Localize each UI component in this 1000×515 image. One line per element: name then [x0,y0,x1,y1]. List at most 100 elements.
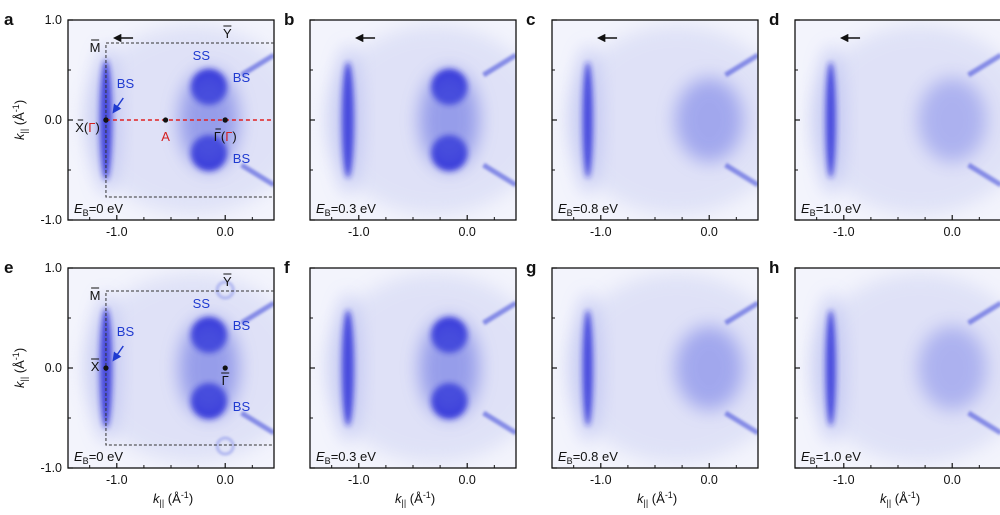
label-x: X(Γ) [75,120,100,135]
bulk-state-halo [419,70,480,170]
y-tick-label: 1.0 [45,261,62,275]
streak-lower [482,162,516,188]
binding-energy-label: EB=1.0 eV [801,201,861,218]
binding-energy-label: EB=0 eV [74,449,123,466]
y-tick-label: -1.0 [40,213,62,227]
y-axis-label: k|| (Å-1) [11,348,29,388]
panel-c: -1.0 0.0 c EB=0.8 eV [526,10,759,239]
label-bs-lower: BS [233,399,251,414]
streak-upper [482,300,516,326]
intensity-map [310,20,516,220]
panel-f: -1.0 0.0 f EB=0.3 eV k|| (Å-1) [284,258,517,508]
label-a: A [161,129,170,144]
edge-band-halo [816,45,845,195]
x-tick-label: -1.0 [106,225,128,239]
y-tick-label: 0.0 [45,361,62,375]
point-a [162,117,169,123]
intensity-map [310,268,516,468]
intensity-map [552,268,758,468]
panel-e: -1.0 0.0 1.0 0.0 -1.0 e EB=0 eV k|| (Å-1) k|| (Å… [4,258,275,508]
binding-energy-label: EB=0.8 eV [558,449,618,466]
binding-energy-label: EB=0 eV [74,201,123,218]
streak-lower [967,410,1000,436]
label-m-bar: M [90,40,101,55]
point-gamma [222,365,228,371]
background-haze [82,273,274,463]
bulk-state-halo [178,318,239,418]
streak-lower [240,162,274,188]
streak-lower [240,410,274,436]
streak-upper [240,52,274,78]
y-tick-label: 0.0 [45,113,62,127]
background-haze [566,273,758,463]
x-tick-label: -1.0 [833,473,855,487]
y-axis-label: k|| (Å-1) [11,100,29,140]
x-tick-label: 0.0 [459,225,476,239]
x-tick-label: -1.0 [590,225,612,239]
panel-label: h [769,258,779,277]
intensity-map [795,268,1000,468]
label-ss: SS [193,48,211,63]
y-pocket-upper [215,280,235,300]
x-axis-label: k|| (Å-1) [153,490,193,508]
bulk-state-halo [419,318,480,418]
label-gamma: Γ(Γ) [214,129,237,144]
label-bs-upper: BS [233,70,251,85]
x-axis-label: k|| (Å-1) [395,490,435,508]
x-tick-label: 0.0 [944,473,961,487]
label-y-bar: Y [223,26,232,41]
bs-left-arrow [112,97,124,114]
panel-label: f [284,258,290,277]
label-gamma: Γ [222,373,229,388]
y-tick-label: 1.0 [45,13,62,27]
streak-lower [724,410,758,436]
label-x: X [91,359,100,374]
x-tick-label: 0.0 [944,225,961,239]
panel-h: -1.0 0.0 h EB=1.0 eV k|| (Å-1) [769,258,1000,508]
x-tick-label: 0.0 [217,473,234,487]
binding-energy-label: EB=1.0 eV [801,449,861,466]
label-bs-upper: BS [233,318,251,333]
binding-energy-label: EB=0.3 eV [316,449,376,466]
background-haze [809,273,1000,463]
panels-layer: -1.0 0.0 1.0 0.0 -1.0 a EB=0 eV k|| (Å-1) M Y SS BS… [4,10,1000,508]
intensity-map [68,268,274,468]
streak-upper [724,52,758,78]
panel-label: e [4,258,13,277]
bulk-state-blob [918,326,987,410]
panel-d: -1.0 0.0 d EB=1.0 eV [769,10,1000,239]
y-pocket-lower [215,436,235,456]
x-tick-label: -1.0 [348,473,370,487]
binding-energy-label: EB=0.3 eV [316,201,376,218]
x-tick-label: -1.0 [106,473,128,487]
panel-label: d [769,10,779,29]
label-ss: SS [193,296,211,311]
streak-upper [724,300,758,326]
label-y-bar: Y [223,274,232,289]
x-tick-label: 0.0 [701,225,718,239]
bulk-state-blob [675,78,744,162]
background-haze [566,25,758,215]
x-tick-label: 0.0 [217,225,234,239]
x-tick-label: 0.0 [459,473,476,487]
x-tick-label: 0.0 [701,473,718,487]
edge-band-halo [573,293,602,443]
panel-a: -1.0 0.0 1.0 0.0 -1.0 a EB=0 eV k|| (Å-1) M Y SS BS… [4,10,275,239]
bulk-state-halo [178,70,239,170]
point-x [103,365,109,371]
binding-energy-label: EB=0.8 eV [558,201,618,218]
streak-upper [482,52,516,78]
streak-upper [967,300,1000,326]
panel-g: -1.0 0.0 g EB=0.8 eV k|| (Å-1) [526,258,759,508]
x-axis-label: k|| (Å-1) [637,490,677,508]
bulk-state-blob [918,78,987,162]
bs-left-arrow [112,345,124,362]
label-bs-left: BS [117,324,135,339]
y-tick-label: -1.0 [40,461,62,475]
x-tick-label: -1.0 [833,225,855,239]
edge-band-halo [333,45,362,195]
edge-band-halo [333,293,362,443]
streak-upper [240,300,274,326]
intensity-map [795,20,1000,220]
